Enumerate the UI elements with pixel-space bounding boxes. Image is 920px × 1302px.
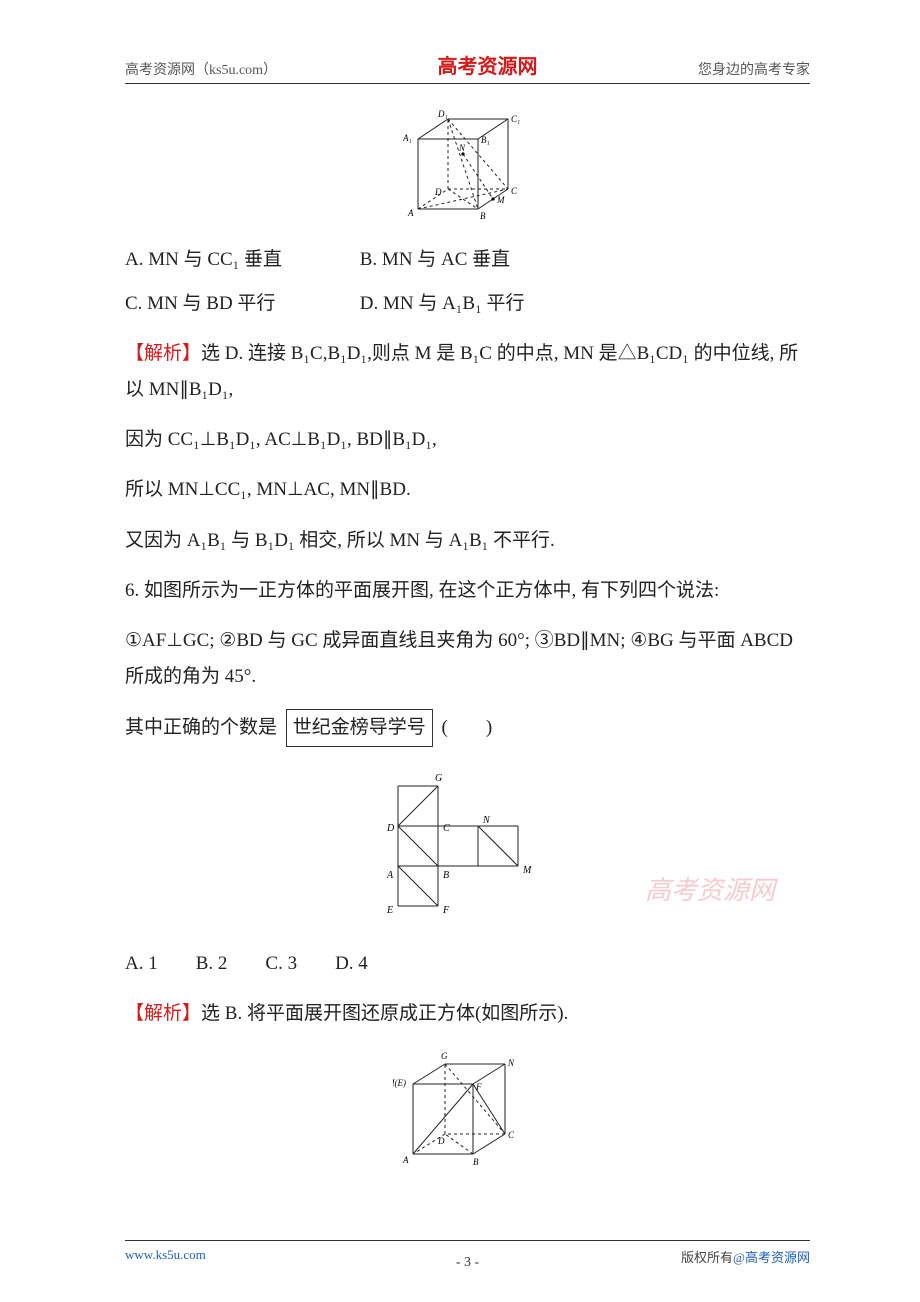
q5-analysis-2: 因为 CC₁⊥B₁D₁, AC⊥B₁D₁, BD∥B₁D₁, <box>125 422 810 458</box>
q6-cube-figure: M(E) G N F A B C D <box>125 1046 810 1171</box>
svg-text:A₁: A₁ <box>403 133 412 143</box>
svg-text:C: C <box>443 823 450 834</box>
footer-right-blue: @高考资源网 <box>733 1250 810 1265</box>
q5-analysis-1: 选 D. 连接 B₁C,B₁D₁,则点 M 是 B₁C 的中点, MN 是△B₁… <box>125 343 798 400</box>
q6-stem-3-box: 世纪金榜导学号 <box>286 709 433 747</box>
svg-text:B: B <box>443 870 449 881</box>
q6-stem-1: 6. 如图所示为一正方体的平面展开图, 在这个正方体中, 有下列四个说法: <box>125 573 810 609</box>
svg-text:M: M <box>522 865 532 876</box>
q5-opt-d: D. MN 与 A₁B₁ 平行 <box>360 286 525 322</box>
svg-text:D₁: D₁ <box>437 109 448 119</box>
svg-text:A: A <box>386 870 394 881</box>
svg-text:B: B <box>480 211 486 219</box>
header-right: 您身边的高考专家 <box>698 59 810 79</box>
q5-opt-a: A. MN 与 CC₁ 垂直 <box>125 242 355 278</box>
footer-right-prefix: 版权所有 <box>681 1250 733 1265</box>
svg-text:D: D <box>434 187 442 197</box>
svg-text:C₁: C₁ <box>511 114 520 124</box>
footer-page: - 3 - <box>456 1255 479 1271</box>
svg-text:C: C <box>511 186 518 196</box>
svg-text:A: A <box>402 1155 409 1165</box>
q5-options: A. MN 与 CC₁ 垂直 B. MN 与 AC 垂直 C. MN 与 BD … <box>125 242 810 322</box>
svg-text:M(E): M(E) <box>393 1078 406 1088</box>
q5-analysis: 【解析】选 D. 连接 B₁C,B₁D₁,则点 M 是 B₁C 的中点, MN … <box>125 336 810 558</box>
svg-text:A: A <box>407 208 414 218</box>
svg-text:G: G <box>441 1051 448 1061</box>
svg-text:M: M <box>496 195 505 205</box>
watermark: 高考资源网 <box>645 870 775 907</box>
footer-right: 版权所有@高考资源网 <box>681 1247 810 1266</box>
q5-opt-c: C. MN 与 BD 平行 <box>125 286 355 322</box>
svg-text:N: N <box>458 143 466 153</box>
svg-text:B: B <box>473 1157 479 1166</box>
q6-stem-3-prefix: 其中正确的个数是 <box>125 717 277 738</box>
footer-left: www.ks5u.com <box>125 1247 206 1266</box>
q6-net-figure: G D C N A B M E F <box>125 761 810 936</box>
svg-text:B₁: B₁ <box>481 135 490 145</box>
svg-text:N: N <box>507 1058 515 1068</box>
page-footer: www.ks5u.com - 3 - 版权所有@高考资源网 <box>125 1240 810 1266</box>
q6-stem-2: ①AF⊥GC; ②BD 与 GC 成异面直线且夹角为 60°; ③BD∥MN; … <box>125 623 810 695</box>
svg-text:N: N <box>482 815 491 826</box>
page-header: 高考资源网（ks5u.com） 高考资源网 您身边的高考专家 <box>125 50 810 84</box>
svg-text:F: F <box>442 905 450 916</box>
q6-options: A. 1 B. 2 C. 3 D. 4 <box>125 946 810 982</box>
svg-text:D: D <box>437 1136 445 1146</box>
q6-stem-3-suffix: ( ) <box>442 717 493 738</box>
svg-text:G: G <box>435 773 442 784</box>
q5-analysis-label: 【解析】 <box>125 343 201 364</box>
q5-analysis-4: 又因为 A₁B₁ 与 B₁D₁ 相交, 所以 MN 与 A₁B₁ 不平行. <box>125 523 810 559</box>
header-center: 高考资源网 <box>438 50 538 79</box>
svg-text:D: D <box>386 823 395 834</box>
svg-text:E: E <box>386 905 393 916</box>
svg-text:C: C <box>508 1130 515 1140</box>
svg-text:F: F <box>475 1082 482 1092</box>
q5-analysis-3: 所以 MN⊥CC₁, MN⊥AC, MN∥BD. <box>125 472 810 508</box>
header-left: 高考资源网（ks5u.com） <box>125 59 277 79</box>
q6-stem: 6. 如图所示为一正方体的平面展开图, 在这个正方体中, 有下列四个说法: ①A… <box>125 573 810 747</box>
q6-analysis-text: 选 B. 将平面展开图还原成正方体(如图所示). <box>201 1003 568 1024</box>
q6-analysis-label: 【解析】 <box>125 1003 201 1024</box>
q5-cube-figure: A B C D A₁ B₁ C₁ D₁ M N <box>125 109 810 224</box>
q6-analysis: 【解析】选 B. 将平面展开图还原成正方体(如图所示). <box>125 996 810 1032</box>
q5-opt-b: B. MN 与 AC 垂直 <box>360 242 510 278</box>
q6-opts: A. 1 B. 2 C. 3 D. 4 <box>125 946 810 982</box>
